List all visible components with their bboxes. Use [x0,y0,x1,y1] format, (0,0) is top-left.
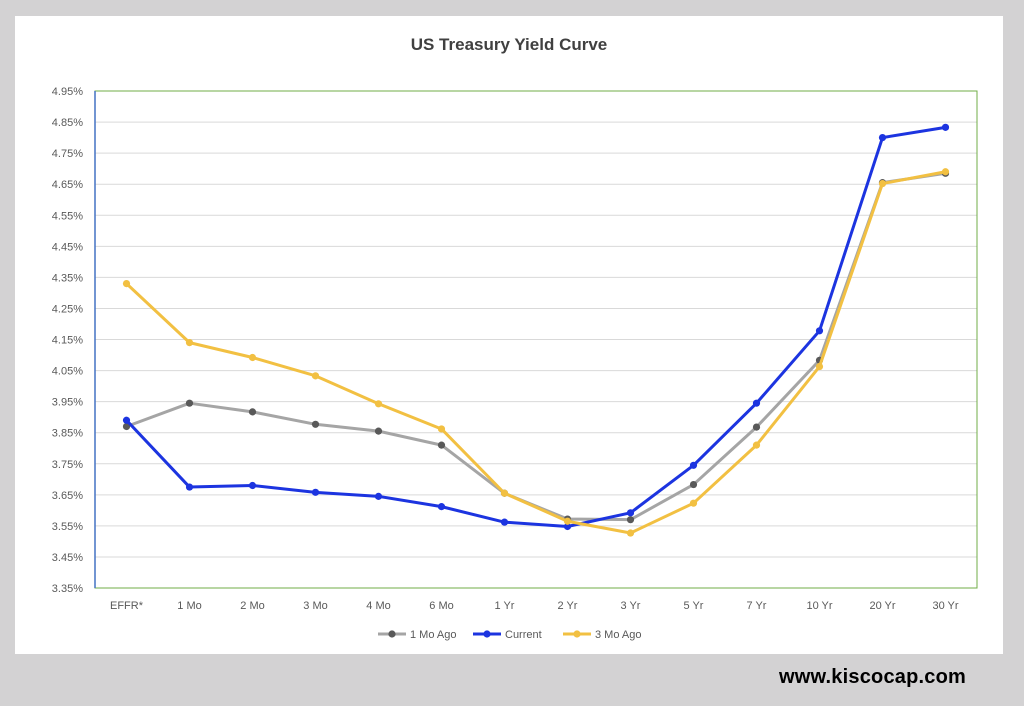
data-point [689,461,698,469]
data-point [374,492,383,500]
data-point [122,416,131,424]
chart-card: US Treasury Yield Curve 3.35% 3.45% 3.55% 3… [15,16,1003,654]
data-point [500,518,509,526]
series-line [125,170,947,535]
x-tick-label: 3 Mo [303,600,327,612]
gridlines [95,90,977,558]
yield-curve-chart: US Treasury Yield Curve 3.35%3.45%3.55%3… [52,35,978,641]
data-point [689,480,698,489]
legend-item: Current [473,629,542,641]
data-point [563,522,572,531]
data-point [185,483,194,491]
x-tick-label: 2 Yr [558,600,578,612]
data-point [248,481,257,490]
y-tick-label: 4.65% [52,179,83,191]
y-tick-label: 3.95% [52,397,83,409]
series-lines [122,123,950,537]
x-tick-label: 30 Yr [932,600,958,612]
x-tick-label: 6 Mo [429,600,453,612]
data-point [626,509,635,517]
y-tick-label: 4.75% [52,148,83,160]
data-point [311,420,320,428]
x-tick-label: 1 Yr [495,600,515,612]
data-point [941,123,950,131]
data-point [626,516,635,524]
x-tick-label: EFFR* [110,600,144,612]
y-tick-label: 4.25% [52,303,83,315]
series-line [125,171,947,522]
data-point [878,133,887,142]
y-tick-label: 3.75% [52,459,83,471]
legend-label: Current [505,629,542,641]
y-tick-label: 4.85% [52,117,83,129]
series-3-mo-ago [122,168,950,537]
data-point [374,400,383,408]
y-tick-label: 3.65% [52,490,83,502]
data-point [563,517,572,525]
data-point [185,339,194,347]
y-axis-tick-labels: 3.35% 3.45% 3.55% 3.65% 3.75% 3.85% 3.95% 4.05%… [52,86,83,595]
data-point [248,353,257,362]
data-point [248,408,257,416]
y-tick-label: 4.15% [52,335,83,347]
website-url[interactable]: www.kiscocap.com [779,666,966,688]
data-point [752,423,761,431]
legend-label: 1 Mo Ago [410,629,456,641]
y-tick-label: 3.35% [52,583,83,595]
data-point [815,327,824,335]
x-tick-label: 5 Yr [684,600,704,612]
chart-legend: 1 Mo Ago Current 3 Mo Ago [378,629,641,641]
series-current [122,123,950,531]
data-point [941,168,950,176]
data-point [311,488,320,496]
data-point [626,529,635,537]
y-tick-label: 4.35% [52,272,83,284]
data-point [437,425,446,433]
legend-swatch-marker [573,630,581,638]
y-tick-label: 3.45% [52,552,83,564]
x-tick-label: 7 Yr [747,600,767,612]
chart-title: US Treasury Yield Curve [411,35,608,54]
x-tick-label: 3 Yr [621,600,641,612]
y-tick-label: 4.55% [52,210,83,222]
legend-label: 3 Mo Ago [595,629,641,641]
series-line [125,125,947,528]
x-tick-label: 20 Yr [869,600,895,612]
data-point [752,399,761,407]
data-point [815,362,824,371]
data-point [122,279,131,288]
data-point [878,179,887,188]
y-tick-label: 4.95% [52,86,83,98]
data-point [500,489,509,497]
legend-swatch-marker [483,630,491,638]
y-tick-label: 3.55% [52,521,83,533]
data-point [437,503,446,511]
x-tick-label: 1 Mo [177,600,201,612]
data-point [437,441,446,449]
data-point [689,499,698,507]
y-tick-label: 4.45% [52,241,83,253]
y-tick-label: 3.85% [52,428,83,440]
legend-swatch-marker [388,630,396,638]
x-tick-label: 4 Mo [366,600,390,612]
legend-item: 1 Mo Ago [378,629,456,641]
data-point [311,372,320,380]
x-tick-label: 2 Mo [240,600,264,612]
data-point [185,399,194,407]
data-point [752,441,761,449]
legend-item: 3 Mo Ago [563,629,641,641]
y-tick-label: 4.05% [52,366,83,378]
data-point [122,422,131,431]
x-axis-tick-labels: EFFR* 1 Mo 2 Mo 3 Mo 4 Mo 6 Mo 1 Yr 2 Yr 3 Yr 5 Y… [110,600,959,612]
data-point [374,427,383,435]
x-tick-label: 10 Yr [806,600,832,612]
